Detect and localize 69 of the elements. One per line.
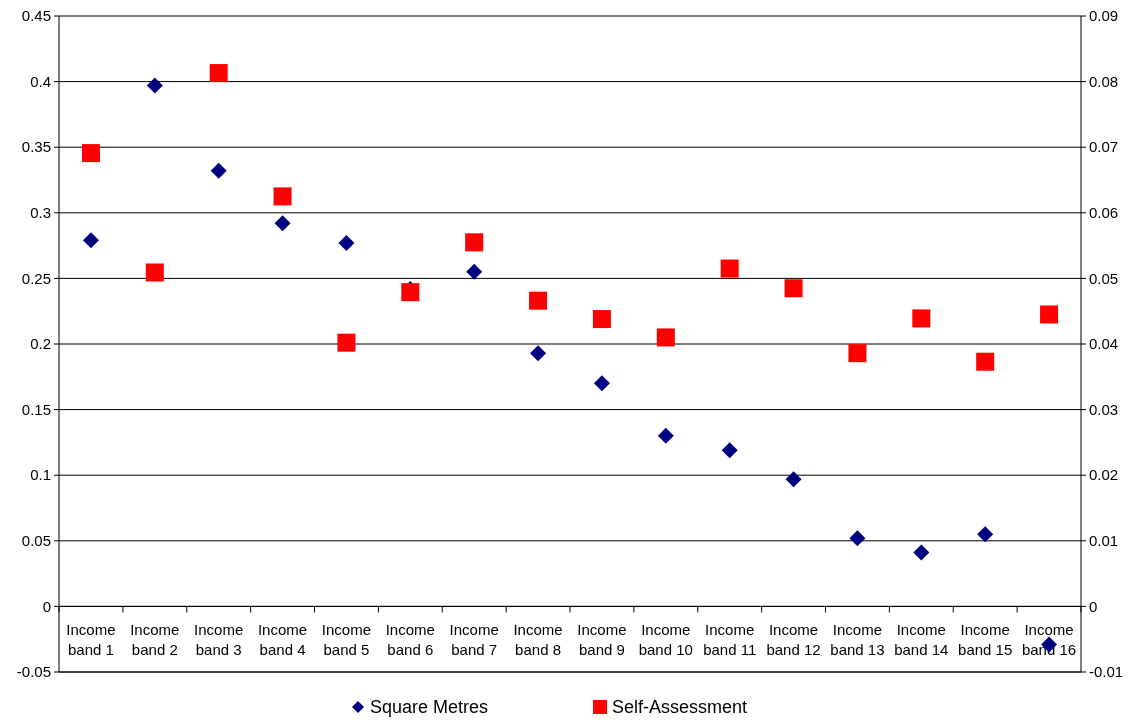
y2-tick-label: 0.03: [1089, 400, 1119, 418]
x-tick-label: Income band 14: [894, 621, 949, 659]
point: [273, 187, 292, 206]
point: [720, 259, 739, 278]
y-tick-label: 0.1: [30, 466, 51, 484]
point: [592, 310, 611, 329]
y2-tick-label: 0.05: [1089, 269, 1119, 287]
y-tick-label: 0.05: [21, 532, 51, 550]
point: [274, 215, 291, 232]
y-tick-label: 0: [42, 597, 51, 615]
point: [338, 234, 355, 251]
y-tick-label: 0.3: [30, 204, 51, 222]
x-tick-label: Income band 11: [703, 621, 757, 659]
y-tick-label: 0.25: [21, 269, 51, 287]
point: [466, 263, 483, 280]
point: [530, 345, 547, 362]
point: [656, 328, 675, 347]
point: [913, 544, 930, 561]
y2-tick-label: 0.01: [1089, 532, 1119, 550]
legend-label: Self-Assessment: [612, 697, 748, 718]
x-tick-label: Income band 13: [830, 621, 885, 659]
point: [849, 530, 866, 547]
point: [81, 144, 100, 163]
x-tick-label: Income band 12: [766, 621, 821, 659]
point: [912, 309, 931, 328]
point: [465, 233, 484, 252]
y2-tick-label: 0: [1089, 597, 1098, 615]
point: [848, 344, 867, 363]
point: [593, 375, 610, 392]
x-tick-label: Income band 9: [577, 621, 627, 659]
point: [721, 442, 738, 459]
point: [337, 333, 356, 352]
y2-tick-label: 0.06: [1089, 204, 1119, 222]
y-tick-label: 0.2: [30, 335, 51, 353]
y2-tick-label: -0.01: [1089, 663, 1124, 681]
x-tick-label: Income band 5: [321, 621, 372, 659]
x-tick-label: Income band 3: [194, 621, 244, 659]
y-tick-label: 0.4: [30, 72, 51, 90]
y-tick-label: 0.45: [21, 7, 51, 25]
x-tick-label: Income band 15: [958, 621, 1013, 659]
point: [529, 291, 548, 310]
y-tick-label: -0.05: [16, 663, 51, 681]
y2-tick-label: 0.08: [1089, 72, 1119, 90]
y-tick-label: 0.15: [21, 400, 51, 418]
point: [977, 526, 994, 543]
y2-tick-label: 0.07: [1089, 138, 1119, 156]
x-tick-label: Income band 1: [66, 621, 116, 659]
x-tick-label: Income band 10: [638, 621, 693, 659]
point: [1040, 305, 1059, 324]
x-tick-label: Income band 2: [130, 621, 180, 659]
y2-tick-label: 0.02: [1089, 466, 1119, 484]
point: [401, 283, 420, 302]
x-tick-label: Income band 8: [513, 621, 563, 659]
point: [146, 77, 163, 94]
point: [785, 471, 802, 488]
point: [82, 232, 99, 249]
y2-tick-label: 0.04: [1089, 335, 1119, 353]
legend-label: Square Metres: [370, 697, 489, 718]
y2-tick-label: 0.09: [1089, 7, 1119, 25]
point: [209, 64, 228, 83]
x-tick-label: Income band 7: [449, 621, 499, 659]
point: [657, 427, 674, 444]
y-tick-label: 0.35: [21, 138, 51, 156]
x-tick-label: Income band 4: [257, 621, 308, 659]
x-tick-label: Income band 6: [385, 621, 435, 659]
point: [210, 162, 227, 179]
point: [145, 263, 164, 282]
point: [976, 352, 995, 371]
point: [784, 279, 803, 298]
